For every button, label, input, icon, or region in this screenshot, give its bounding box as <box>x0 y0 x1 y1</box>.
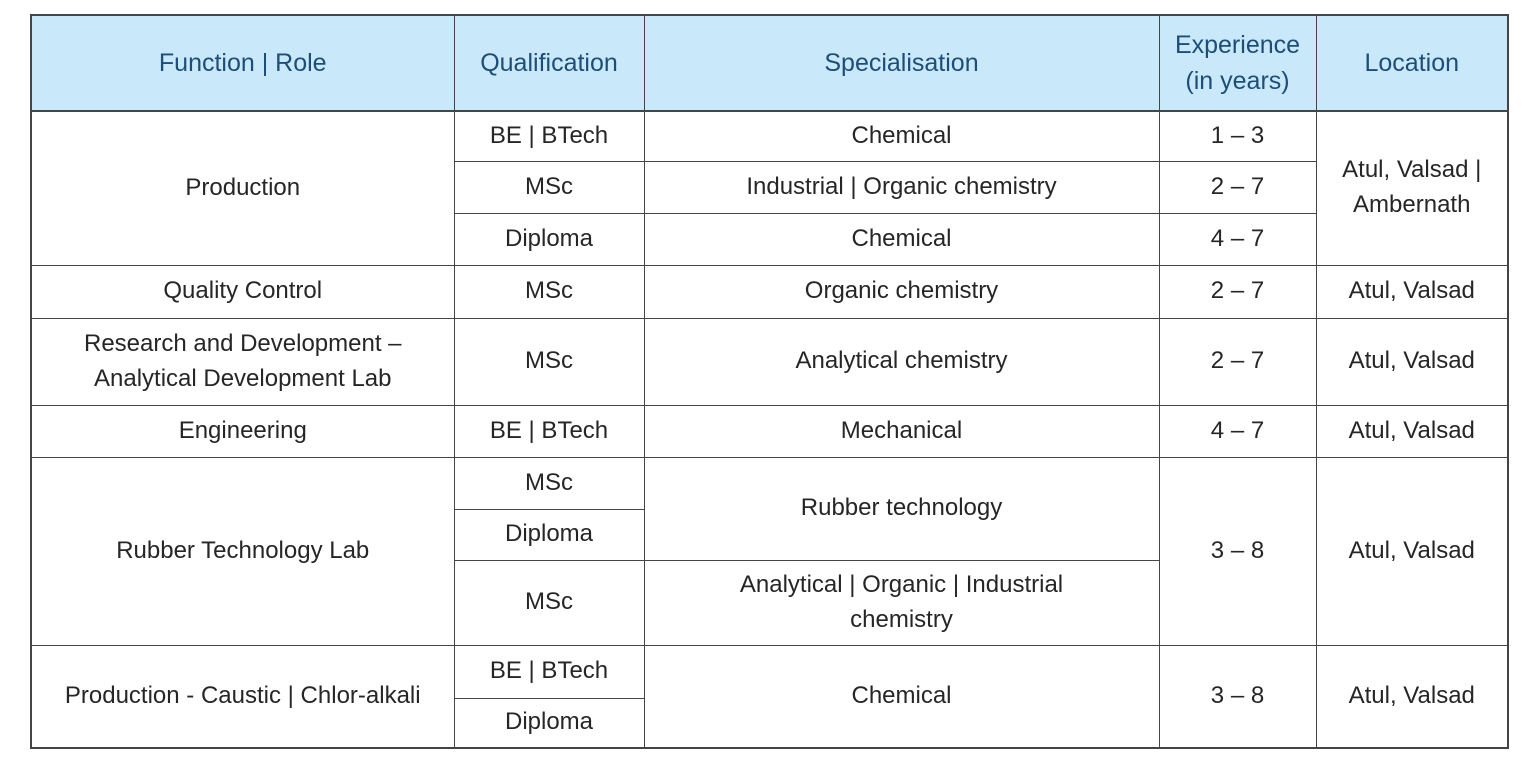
cell-experience: 2 – 7 <box>1158 317 1317 406</box>
vacancy-table: Function | Role Qualification Specialisa… <box>30 14 1509 749</box>
table-row: Rubber Technology Lab MSc Rubber technol… <box>30 456 1509 646</box>
cell-specialisation: Mechanical <box>643 404 1160 458</box>
cell-qualification: BE | BTech <box>453 110 645 162</box>
header-row: Function | Role Qualification Specialisa… <box>30 14 1509 112</box>
header-function-role: Function | Role <box>30 14 455 112</box>
cell-experience: 3 – 8 <box>1158 456 1317 646</box>
header-location: Location <box>1315 14 1509 112</box>
cell-specialisation: Analytical chemistry <box>643 317 1160 406</box>
cell-function-quality-control: Quality Control <box>30 264 455 319</box>
cell-location: Atul, Valsad | Ambernath <box>1315 110 1509 266</box>
header-specialisation: Specialisation <box>643 14 1160 112</box>
table-row: Engineering BE | BTech Mechanical 4 – 7 … <box>30 404 1509 458</box>
table-row: Diploma <box>31 508 1508 561</box>
cell-location: Atul, Valsad <box>1315 644 1509 749</box>
cell-specialisation: Rubber technology <box>643 456 1160 561</box>
header-qualification: Qualification <box>453 14 645 112</box>
cell-location: Atul, Valsad <box>1315 264 1509 319</box>
cell-experience: 2 – 7 <box>1158 264 1317 319</box>
header-experience: Experience (in years) <box>1158 14 1317 112</box>
cell-specialisation: Analytical | Organic | Industrial chemis… <box>643 559 1160 646</box>
cell-qualification: MSc <box>453 160 645 214</box>
cell-qualification: MSc <box>453 456 645 510</box>
cell-qualification: MSc <box>453 317 645 406</box>
table-row: Production BE | BTech Chemical 1 – 3 Atu… <box>30 110 1509 266</box>
cell-specialisation: Chemical <box>643 110 1160 162</box>
cell-qualification: MSc <box>453 559 645 646</box>
cell-specialisation: Industrial | Organic chemistry <box>643 160 1160 214</box>
cell-experience: 2 – 7 <box>1158 160 1317 214</box>
cell-location: Atul, Valsad <box>1315 404 1509 458</box>
cell-experience: 4 – 7 <box>1158 212 1317 266</box>
cell-qualification: BE | BTech <box>453 644 645 699</box>
cell-function-research-development: Research and Development – Analytical De… <box>30 317 455 406</box>
cell-qualification: MSc <box>453 264 645 319</box>
cell-specialisation: Chemical <box>643 644 1160 749</box>
table-row: Production - Caustic | Chlor-alkali BE |… <box>30 644 1509 749</box>
cell-function-engineering: Engineering <box>30 404 455 458</box>
table-row: Diploma Chemical 4 – 7 <box>31 212 1508 266</box>
table-row: Research and Development – Analytical De… <box>30 317 1509 406</box>
cell-experience: 3 – 8 <box>1158 644 1317 749</box>
cell-function-production-caustic: Production - Caustic | Chlor-alkali <box>30 644 455 749</box>
cell-specialisation: Chemical <box>643 212 1160 266</box>
cell-location: Atul, Valsad <box>1315 456 1509 646</box>
table-row: MSc Analytical | Organic | Industrial ch… <box>31 559 1508 646</box>
cell-qualification: Diploma <box>453 697 645 749</box>
cell-qualification: Diploma <box>453 212 645 266</box>
cell-specialisation: Organic chemistry <box>643 264 1160 319</box>
cell-qualification: Diploma <box>453 508 645 561</box>
cell-location: Atul, Valsad <box>1315 317 1509 406</box>
cell-experience: 1 – 3 <box>1158 110 1317 162</box>
cell-experience: 4 – 7 <box>1158 404 1317 458</box>
vacancy-table-container: Function | Role Qualification Specialisa… <box>30 14 1509 749</box>
table-row: Diploma <box>31 697 1508 749</box>
table-row: Quality Control MSc Organic chemistry 2 … <box>30 264 1509 319</box>
cell-function-production: Production <box>30 110 455 266</box>
cell-qualification: BE | BTech <box>453 404 645 458</box>
table-row: MSc Industrial | Organic chemistry 2 – 7 <box>31 160 1508 214</box>
cell-function-rubber-technology-lab: Rubber Technology Lab <box>30 456 455 646</box>
